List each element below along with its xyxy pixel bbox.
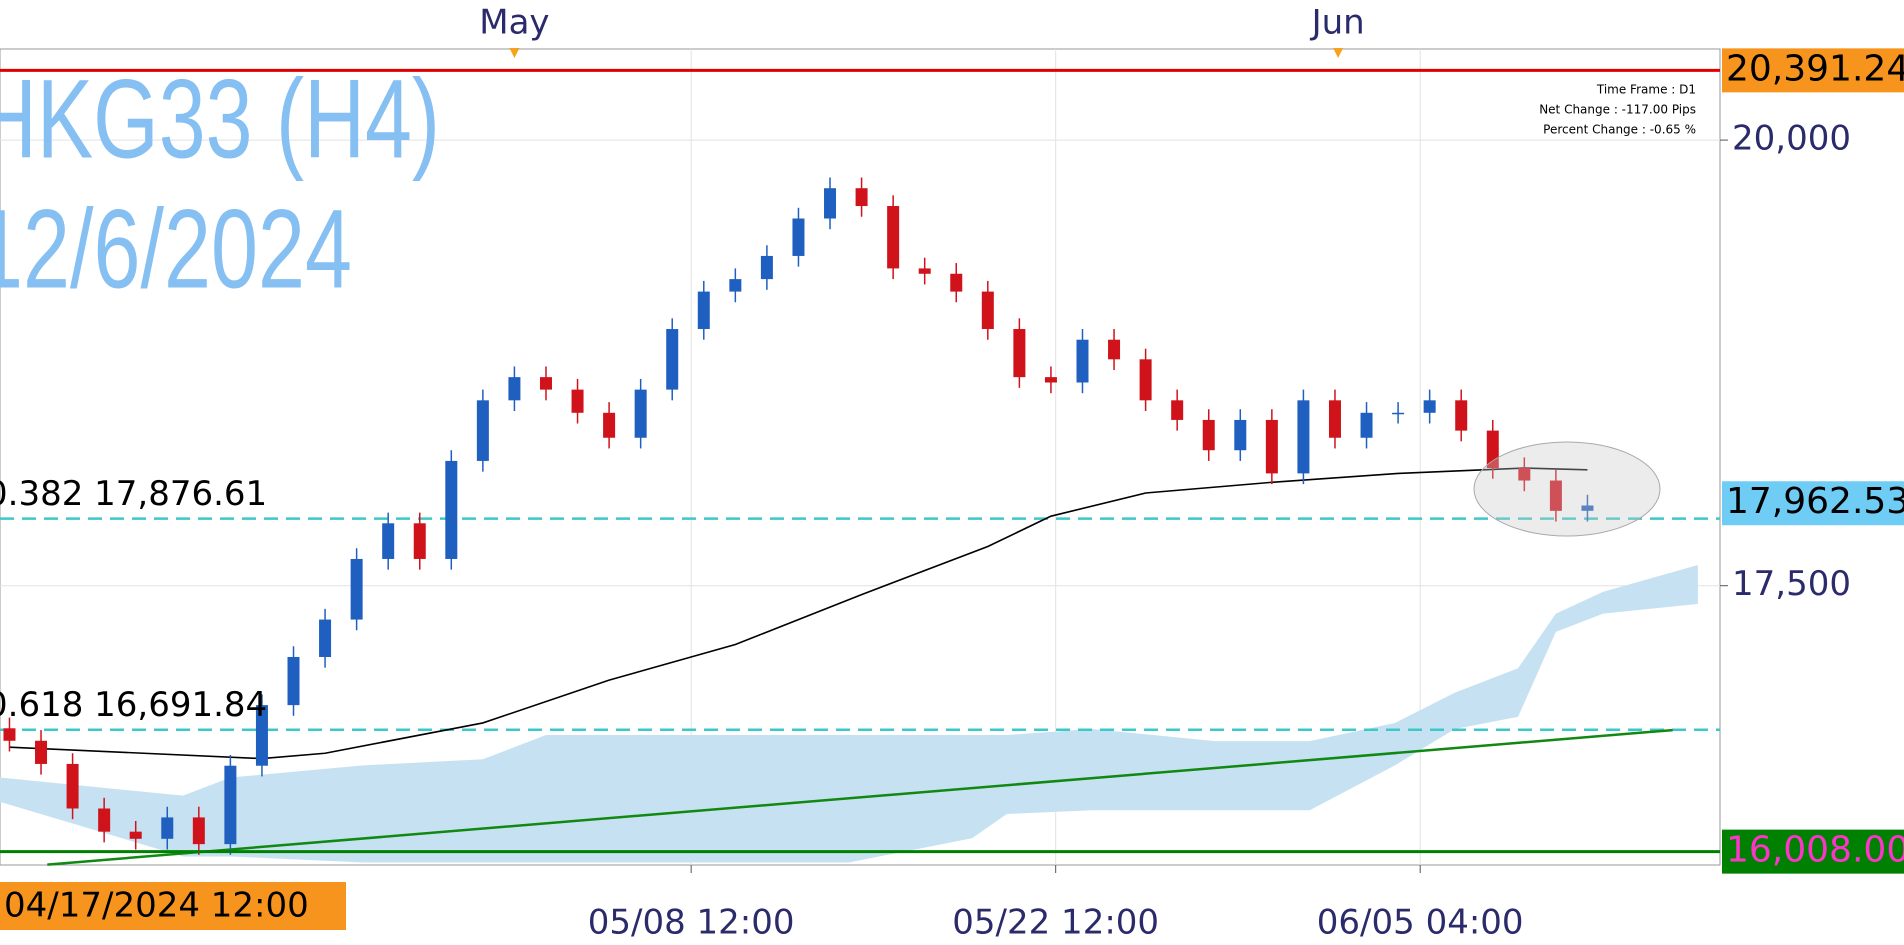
candle-body <box>792 218 805 256</box>
highlight-ellipse <box>1473 441 1661 537</box>
info-text: Percent Change : -0.65 % <box>1543 123 1696 137</box>
top-layer: 20,000 17,500 05/08 12:00 05/22 12:00 06/05 … <box>0 3 1904 943</box>
background-layer: HKG33 (H4)12/6/2024 <box>0 49 1720 865</box>
cursor-label: 04/17/2024 12:00 <box>4 886 309 926</box>
candle-body <box>1265 419 1278 474</box>
candle-body <box>1234 419 1247 451</box>
ichimoku-cloud <box>0 565 1698 863</box>
watermark: 12/6/2024 <box>0 187 352 312</box>
x-top-label: Jun <box>1310 3 1365 43</box>
x-top-marker <box>509 48 520 58</box>
candle-body <box>1013 329 1026 378</box>
candle-body <box>981 291 994 330</box>
candle-body <box>1076 339 1089 383</box>
x-tick-label: 05/08 12:00 <box>588 903 795 943</box>
candle-body <box>697 291 710 330</box>
candle-body <box>1455 400 1468 431</box>
candle-body <box>192 817 205 845</box>
candle-body <box>319 619 332 657</box>
candle-body <box>98 808 111 832</box>
candle-body <box>1518 468 1531 481</box>
candle-body <box>287 656 300 706</box>
candle-body <box>413 523 426 559</box>
candle-body <box>887 206 900 269</box>
moving-average <box>9 467 1588 760</box>
candle-body <box>539 377 552 390</box>
candle-body <box>824 188 837 219</box>
candle-body <box>35 740 48 764</box>
candle-body <box>729 279 742 292</box>
candle-body <box>3 728 16 741</box>
candle-body <box>382 523 395 559</box>
candle-body <box>1549 480 1562 511</box>
candle-body <box>666 329 679 390</box>
main-layer <box>0 68 1720 866</box>
price-box <box>1722 829 1904 874</box>
candle-body <box>224 765 237 845</box>
candle-body <box>855 188 868 207</box>
candle-body <box>603 412 616 438</box>
candle-body <box>1328 400 1341 438</box>
candle-body <box>476 400 489 461</box>
price-box <box>1722 48 1904 93</box>
x-tick-label: 06/05 04:00 <box>1317 903 1524 943</box>
candle-body <box>129 831 142 839</box>
cursor-label-box <box>0 882 346 930</box>
x-top-label: May <box>479 3 549 43</box>
fib-label: 0.382 17,876.61 <box>0 474 267 514</box>
price-box-label: 16,008.00 <box>1726 830 1904 871</box>
candle-body <box>66 763 79 809</box>
candle-body <box>1202 419 1215 451</box>
candle-body <box>350 558 363 620</box>
candle-body <box>445 460 458 559</box>
candle-body <box>950 273 963 292</box>
candle-body <box>634 389 647 438</box>
info-text: Net Change : -117.00 Pips <box>1539 103 1696 117</box>
watermark: HKG33 (H4) <box>0 57 440 182</box>
y-tick-label: 17,500 <box>1732 564 1851 604</box>
candle-body <box>1171 400 1184 420</box>
candle-body <box>1581 505 1594 511</box>
fib-label: 0.618 16,691.84 <box>0 685 267 725</box>
candle-body <box>255 705 268 766</box>
info-text: Time Frame : D1 <box>1596 83 1696 97</box>
candle-body <box>918 268 931 274</box>
price-box <box>1722 481 1904 526</box>
price-box-label: 20,391.24 <box>1726 48 1904 89</box>
y-tick-label: 20,000 <box>1732 119 1851 159</box>
x-tick-label: 05/22 12:00 <box>952 903 1159 943</box>
candle-body <box>571 389 584 413</box>
candle-body <box>161 817 174 839</box>
price-box-label: 17,962.53 <box>1726 481 1904 522</box>
candle-body <box>508 377 521 401</box>
candle-body <box>1108 339 1121 360</box>
candle-body <box>1297 400 1310 474</box>
x-top-marker <box>1333 48 1344 58</box>
candle-body <box>1392 412 1405 415</box>
candle-body <box>1139 359 1152 401</box>
candle-body <box>1423 400 1436 413</box>
trendline <box>47 728 1673 866</box>
candle-body <box>1360 412 1373 438</box>
candle-body <box>760 255 773 280</box>
candle-body <box>1044 377 1057 383</box>
